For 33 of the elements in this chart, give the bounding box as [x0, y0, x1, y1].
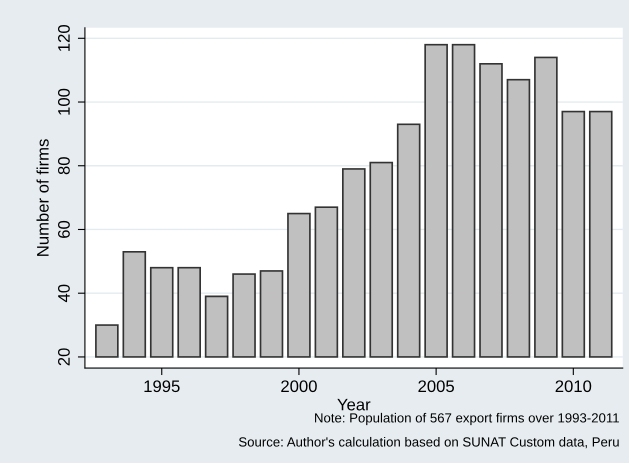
- x-tick-label: 2005: [418, 380, 454, 392]
- y-tick-label: 120: [58, 25, 70, 51]
- bar: [150, 266, 174, 358]
- x-tick-label: 2000: [281, 380, 317, 392]
- bar: [369, 162, 394, 358]
- x-tick-label: 1995: [144, 380, 180, 392]
- text: Note: Population of 567 export firms over 1993-2011: [315, 412, 619, 426]
- bar: [177, 266, 201, 358]
- bar: [204, 296, 228, 358]
- source-note: Source: Author's calculation based on SUNAT Custom data, Peru: [238, 436, 619, 448]
- bar: [452, 44, 476, 358]
- bar: [479, 62, 503, 358]
- x-axis-title: Year: [337, 398, 370, 410]
- bar: [95, 324, 119, 358]
- bar: [314, 206, 338, 358]
- y-tick-label: 80: [58, 157, 70, 174]
- bar: [122, 250, 146, 358]
- bar: [287, 212, 311, 358]
- bar: [424, 44, 448, 358]
- bar: [342, 168, 366, 358]
- bar: [506, 78, 530, 358]
- y-tick-label: 40: [58, 284, 70, 302]
- y-tick-label: 20: [58, 348, 70, 366]
- bar: [588, 110, 613, 358]
- bar: [260, 270, 284, 358]
- bar: [534, 56, 558, 358]
- y-tick-label: 100: [58, 88, 70, 115]
- bar: [396, 123, 420, 358]
- bar: [232, 273, 256, 358]
- y-axis-title: Number of firms: [36, 139, 49, 256]
- bar: [562, 110, 586, 358]
- x-tick-label: 2010: [556, 380, 592, 392]
- y-tick-label: 60: [58, 220, 70, 238]
